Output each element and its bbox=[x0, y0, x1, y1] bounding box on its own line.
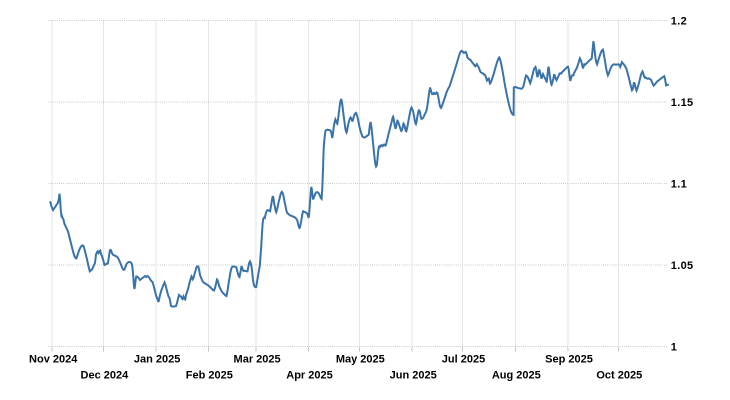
svg-text:1.1: 1.1 bbox=[671, 179, 687, 191]
svg-text:Dec 2024: Dec 2024 bbox=[81, 369, 130, 381]
svg-text:Aug 2025: Aug 2025 bbox=[492, 369, 541, 381]
svg-text:Sep 2025: Sep 2025 bbox=[545, 353, 593, 365]
svg-text:Nov 2024: Nov 2024 bbox=[29, 353, 78, 365]
svg-text:Mar 2025: Mar 2025 bbox=[234, 353, 281, 365]
svg-text:1.15: 1.15 bbox=[671, 97, 694, 109]
svg-text:May 2025: May 2025 bbox=[336, 353, 385, 365]
svg-text:1.2: 1.2 bbox=[671, 16, 687, 28]
svg-text:Jun 2025: Jun 2025 bbox=[390, 369, 437, 381]
svg-text:Jan 2025: Jan 2025 bbox=[134, 353, 180, 365]
svg-text:Feb 2025: Feb 2025 bbox=[186, 369, 233, 381]
svg-text:Jul 2025: Jul 2025 bbox=[442, 353, 485, 365]
svg-text:Oct 2025: Oct 2025 bbox=[596, 369, 642, 381]
svg-text:Apr 2025: Apr 2025 bbox=[286, 369, 332, 381]
svg-text:1.05: 1.05 bbox=[671, 260, 694, 272]
svg-text:1: 1 bbox=[671, 342, 677, 354]
